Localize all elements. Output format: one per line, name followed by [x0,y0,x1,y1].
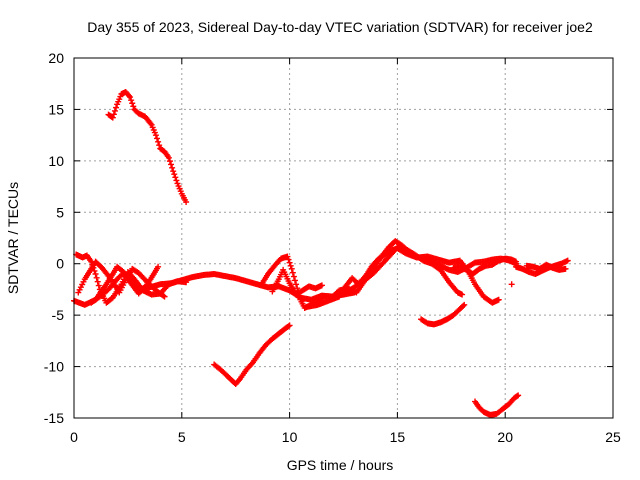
y-tick-label: -10 [44,359,64,375]
series-track-k [450,255,519,277]
data-point-marker [173,177,180,184]
series-track-a [105,88,190,205]
series-track-c [73,251,190,306]
data-point-marker [286,259,293,266]
data-point-marker [152,132,159,139]
data-point-marker [154,135,161,142]
y-tick-label: 15 [48,101,64,117]
data-point-marker [168,161,175,168]
data-point-marker [460,302,467,309]
series-track-m [523,261,569,273]
axis-ticks: 0 5 10 15 20 25 -15 -10 -5 0 5 10 15 20 [44,50,621,445]
x-tick-label: 5 [178,429,186,445]
data-point-marker [291,277,298,284]
data-point-marker [284,253,291,260]
data-point-marker [95,282,102,289]
data-point-marker [110,111,117,118]
data-point-marker [160,292,167,299]
series-track-q [472,392,522,418]
x-tick-label: 25 [605,429,621,445]
data-point-marker [508,281,515,288]
data-point-marker [286,322,293,329]
data-point-marker [156,142,163,149]
series-track-n [508,281,515,288]
series-track-j [342,245,502,306]
x-tick-label: 10 [282,429,298,445]
data-point-marker [294,285,301,292]
y-tick-label: 20 [48,50,64,66]
y-tick-label: -15 [44,410,64,426]
data-point-marker [183,279,190,286]
data-point-marker [319,294,326,301]
data-point-marker [113,104,120,111]
chart-title: Day 355 of 2023, Sidereal Day-to-day VTE… [87,19,593,35]
data-points [71,88,571,418]
series-track-g [269,266,325,298]
data-point-marker [564,257,571,264]
data-point-marker [111,107,118,114]
data-point-marker [169,164,176,171]
data-point-marker [155,263,162,270]
data-point-marker [461,301,468,308]
data-point-marker [459,291,466,298]
data-point-marker [288,265,295,272]
x-axis-label: GPS time / hours [287,457,394,473]
data-point-marker [285,256,292,263]
data-point-marker [562,265,569,272]
data-point-marker [290,273,297,280]
data-point-marker [129,100,136,107]
data-point-marker [287,262,294,269]
data-point-marker [293,281,300,288]
data-point-marker [172,174,179,181]
grid-lines [74,58,613,418]
data-point-marker [161,293,168,300]
series-track-p [211,322,293,388]
plot-frame [73,57,614,419]
data-point-marker [318,282,325,289]
data-point-marker [235,377,242,384]
x-tick-label: 0 [70,429,78,445]
data-point-marker [93,274,100,281]
data-point-marker [183,199,190,205]
data-point-marker [289,269,296,276]
data-point-marker [92,271,99,277]
data-point-marker [512,258,519,265]
data-point-marker [495,296,502,303]
series-track-e [88,263,162,306]
data-point-marker [130,103,137,110]
series-track-o [418,301,468,328]
data-point-marker [127,94,134,101]
y-tick-label: 5 [56,204,64,220]
data-point-marker [515,392,522,399]
data-point-marker [166,158,173,165]
data-point-marker [285,323,292,330]
data-point-marker [165,154,172,161]
data-point-marker [321,293,328,300]
data-point-marker [171,171,178,178]
data-point-marker [248,360,255,367]
x-tick-label: 20 [497,429,513,445]
y-tick-label: -5 [52,307,65,323]
x-tick-label: 15 [390,429,406,445]
data-point-marker [170,168,177,175]
data-point-marker [128,97,135,104]
data-point-marker [155,138,162,145]
y-tick-label: 10 [48,153,64,169]
data-point-marker [514,393,521,400]
y-tick-label: 0 [56,256,64,272]
data-point-marker [109,114,116,121]
data-point-marker [94,278,101,285]
data-point-marker [125,92,132,99]
y-axis-label: SDTVAR / TECUs [5,182,21,294]
